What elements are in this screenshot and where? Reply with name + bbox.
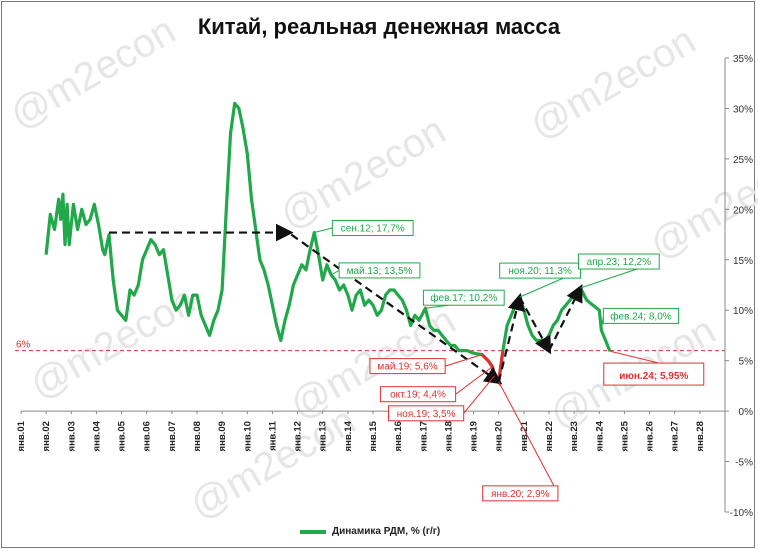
- watermark-text: @m2econ: [183, 398, 363, 528]
- y-tick-label: -10%: [730, 508, 753, 519]
- x-tick-label: янв.27: [670, 421, 681, 451]
- x-tick-label: янв.23: [569, 421, 580, 451]
- chart-title: Китай, реальная денежная масса: [197, 14, 561, 39]
- annotation-label: апр.23; 12,2%: [587, 257, 651, 268]
- x-tick-label: янв.18: [443, 421, 454, 451]
- x-tick-label: янв.25: [619, 420, 630, 451]
- x-tick-label: янв.04: [91, 420, 102, 451]
- annotation-box: [388, 405, 465, 422]
- x-tick-label: янв.17: [418, 421, 429, 451]
- annotation-box: [482, 485, 559, 502]
- annotation-label: сен.12; 17,7%: [341, 224, 405, 235]
- x-tick-label: янв.22: [544, 421, 555, 451]
- axis-layer: 35% 30% 25% 20% 15% 10% 5% 0% -5% -10% янв.01 янв.0…: [16, 54, 753, 519]
- annotation-box: [379, 386, 457, 403]
- x-tick-label: янв.01: [16, 420, 27, 451]
- annotation-box: [577, 253, 660, 270]
- annotation-label: ноя.20; 11,3%: [508, 266, 572, 277]
- annotation-label: фев.24; 8,0%: [610, 310, 671, 322]
- annotation-leader: [445, 354, 483, 367]
- x-tick-label: янв.21: [519, 420, 530, 451]
- x-tick-label: янв.14: [343, 420, 354, 451]
- legend: Динамика РДМ, % (г/г): [300, 526, 440, 537]
- annotation-label: июн.24; 5,95%: [619, 371, 688, 382]
- annotation-label: май.13; 13,5%: [347, 266, 413, 277]
- reference-line-label: 6%: [16, 340, 31, 351]
- legend-swatch: [300, 529, 326, 534]
- y-tick-label: 15%: [733, 256, 753, 267]
- trend-arrow: [497, 292, 526, 383]
- annotation-leader: [314, 227, 333, 234]
- x-tick-label: янв.11: [267, 420, 278, 451]
- x-tick-label: янв.24: [594, 420, 605, 451]
- y-tick-label: 20%: [733, 205, 753, 216]
- annotation-label: окт.19; 4,4%: [390, 390, 446, 401]
- annotation-leader: [463, 375, 495, 414]
- x-tick-label: янв.19: [469, 421, 480, 451]
- annotation-label: янв.20; 2,9%: [491, 489, 550, 500]
- x-tick-label: янв.05: [117, 420, 128, 451]
- annotation-box: [603, 362, 705, 386]
- x-tick-label: янв.26: [645, 421, 656, 451]
- x-tick-label: янв.20: [494, 421, 505, 451]
- y-tick-label: 30%: [733, 104, 753, 115]
- x-tick-label: янв.10: [242, 421, 253, 451]
- annotation-leader: [455, 366, 493, 395]
- watermark-text: @m2econ: [273, 108, 453, 238]
- x-tick-label: янв.15: [368, 420, 379, 451]
- trend-arrow: [290, 233, 503, 385]
- y-tick-label: 5%: [739, 357, 754, 368]
- annotation-box: [422, 289, 505, 306]
- watermark-text: @m2econ: [3, 8, 183, 138]
- annotation-box: [499, 262, 581, 279]
- annotation-box: [338, 262, 421, 279]
- y-tick-label: 35%: [733, 54, 753, 65]
- y-tick-label: -5%: [735, 458, 753, 469]
- annotation-label: ноя.19; 3,5%: [397, 409, 456, 420]
- annotation-layer: сен.12; 17,7% май.13; 13,5% фев.17; 10,2% н…: [314, 220, 705, 502]
- reference-line-layer: 6%: [15, 340, 725, 352]
- annotation-box: [331, 220, 414, 237]
- annotation-leader: [330, 269, 340, 276]
- x-tick-label: янв.07: [167, 421, 178, 451]
- x-tick-label: янв.12: [293, 421, 304, 451]
- x-tick-label: янв.09: [217, 421, 228, 451]
- x-tick-label: янв.28: [695, 421, 706, 451]
- x-tick-label: янв.06: [142, 421, 153, 451]
- annotation-label: фев.17; 10,2%: [430, 292, 497, 304]
- trend-arrow: [518, 296, 552, 355]
- x-tick-label: янв.16: [393, 421, 404, 451]
- annotation-label: май.19; 5,6%: [377, 362, 437, 373]
- x-tick-label: янв.03: [66, 421, 77, 451]
- y-tick-label: 10%: [733, 306, 753, 317]
- x-tick-label: янв.13: [318, 421, 329, 451]
- x-tick-label: янв.02: [41, 421, 52, 451]
- series-line: [44, 101, 612, 384]
- watermark-text: @m2econ: [523, 18, 703, 148]
- x-tick-label: янв.08: [192, 421, 203, 451]
- trend-arrow: [548, 284, 583, 352]
- y-tick-label: 0%: [739, 407, 754, 418]
- y-tick-label: 25%: [733, 155, 753, 166]
- legend-label: Динамика РДМ, % (г/г): [332, 526, 441, 537]
- trend-arrow-layer: [109, 223, 583, 385]
- annotation-box: [602, 307, 680, 324]
- watermark-text: @m2econ: [23, 278, 203, 408]
- annotation-leader: [498, 381, 559, 494]
- annotation-box: [369, 358, 446, 375]
